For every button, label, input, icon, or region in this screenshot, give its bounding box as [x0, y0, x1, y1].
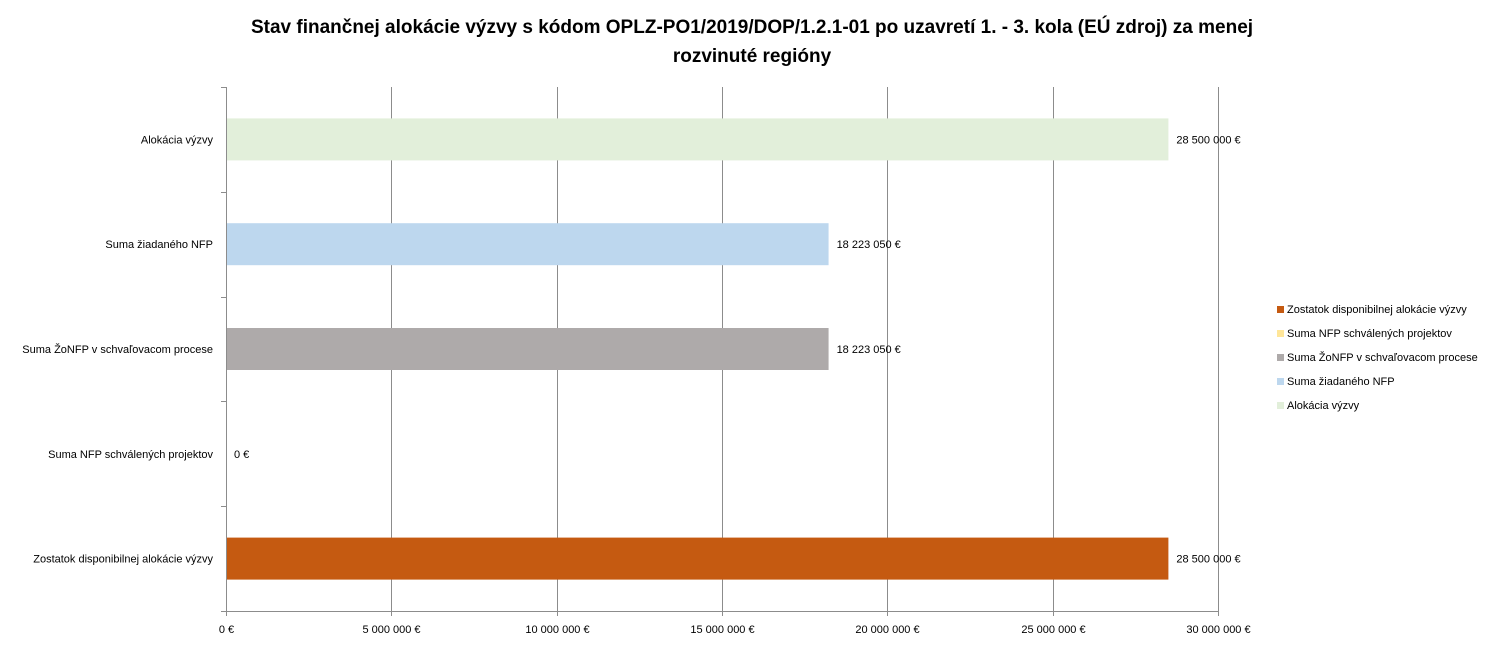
legend-label: Suma ŽoNFP v schvaľovacom procese [1287, 351, 1478, 364]
legend-label: Suma NFP schválených projektov [1287, 328, 1452, 340]
x-tick-label: 15 000 000 € [690, 624, 754, 636]
x-tick-label: 0 € [219, 624, 234, 636]
legend-swatch [1277, 354, 1284, 361]
x-tick-label: 5 000 000 € [362, 624, 420, 636]
legend-swatch [1277, 330, 1284, 337]
data-label: 18 223 050 € [837, 344, 901, 356]
bar-5 [227, 537, 1169, 580]
legend-swatch [1277, 306, 1284, 313]
axes: 0 € 5 000 000 € 10 000 000 € 15 000 000 € 20… [219, 87, 1251, 636]
data-label: 28 500 000 € [1176, 554, 1240, 566]
category-label: Zostatok disponibilnej alokácie výzvy [33, 554, 213, 566]
x-tick-label: 20 000 000 € [855, 624, 919, 636]
bar-2 [227, 223, 829, 266]
legend-label: Zostatok disponibilnej alokácie výzvy [1287, 304, 1467, 316]
bar-3 [227, 328, 829, 370]
category-label: Suma žiadaného NFP [105, 239, 213, 251]
legend-swatch [1277, 378, 1284, 385]
x-tick-label: 30 000 000 € [1186, 624, 1250, 636]
category-label: Suma ŽoNFP v schvaľovacom procese [22, 343, 213, 356]
legend-swatch [1277, 402, 1284, 409]
x-tick-label: 25 000 000 € [1021, 624, 1085, 636]
labels: Alokácia výzvy 28 500 000 € Suma žiadaného… [22, 134, 1240, 565]
category-label: Alokácia výzvy [141, 134, 214, 146]
category-label: Suma NFP schválených projektov [48, 449, 213, 461]
chart-title-line: rozvinuté regióny [673, 46, 832, 67]
x-tick-label: 10 000 000 € [525, 624, 589, 636]
legend-label: Alokácia výzvy [1287, 400, 1360, 412]
bars [227, 118, 1169, 580]
chart-title-line: Stav finančnej alokácie výzvy s kódom OP… [251, 16, 1253, 38]
bar-1 [227, 118, 1169, 161]
legend-label: Suma žiadaného NFP [1287, 376, 1395, 388]
data-label: 18 223 050 € [837, 239, 901, 251]
data-label: 0 € [234, 449, 249, 461]
chart-title: Stav finančnej alokácie výzvy s kódom OP… [251, 16, 1253, 67]
legend: Zostatok disponibilnej alokácie výzvy Sum… [1277, 304, 1478, 412]
data-label: 28 500 000 € [1176, 134, 1240, 146]
